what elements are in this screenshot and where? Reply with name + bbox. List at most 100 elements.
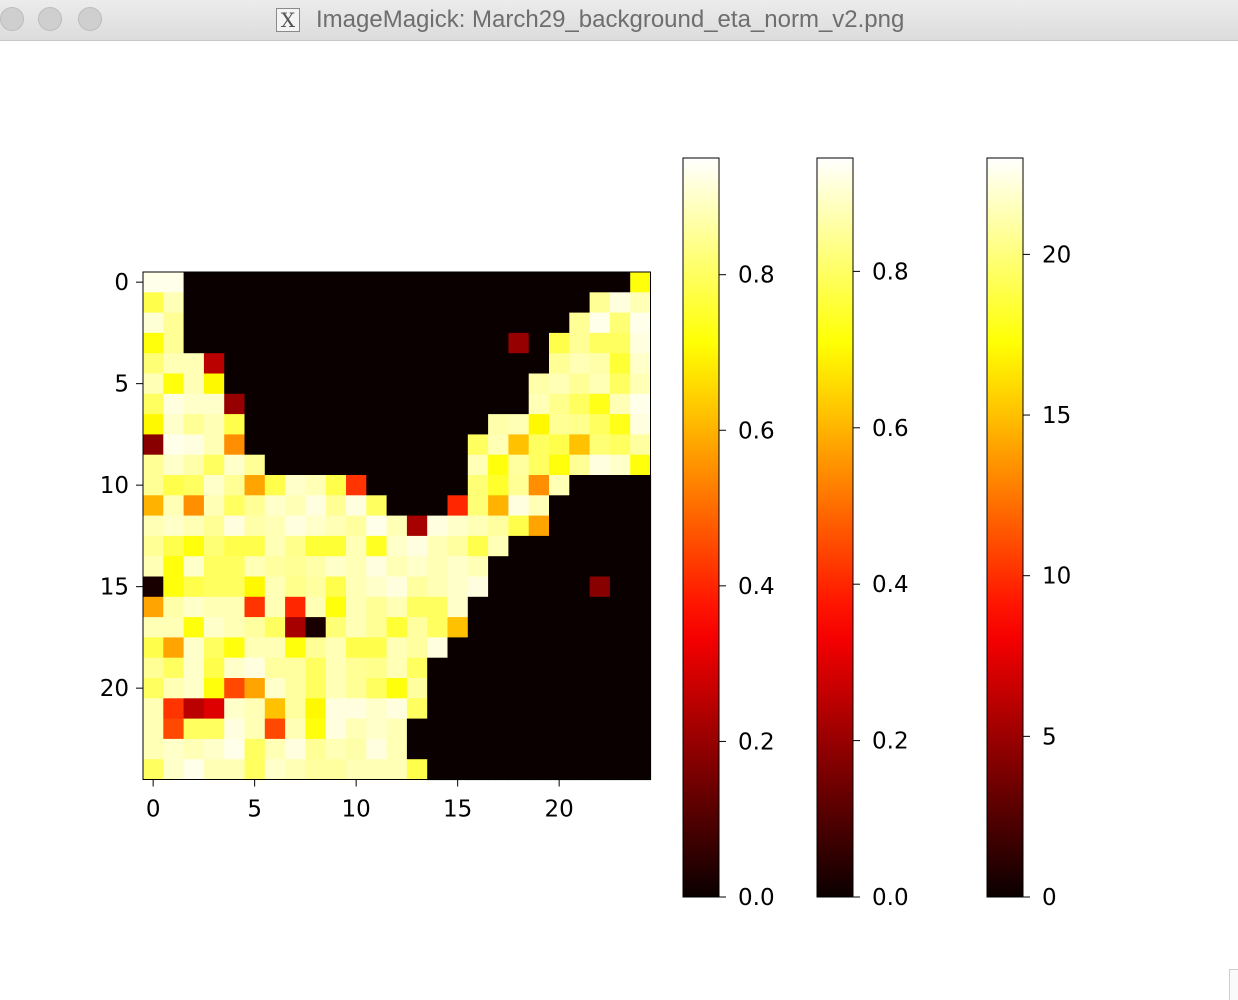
heatmap-cell — [406, 637, 428, 659]
heatmap-cell — [305, 637, 327, 659]
heatmap-cell — [244, 434, 266, 456]
heatmap-cell — [406, 414, 428, 435]
heatmap-cell — [630, 454, 652, 476]
heatmap-cell — [244, 657, 266, 679]
heatmap-cell — [143, 657, 164, 679]
heatmap-cell — [325, 312, 347, 334]
heatmap-cell — [467, 678, 489, 699]
heatmap-cell — [346, 738, 367, 760]
heatmap-cell — [528, 617, 550, 638]
heatmap-cell — [609, 718, 631, 740]
heatmap-cell — [508, 637, 530, 659]
heatmap-cell — [346, 698, 367, 720]
heatmap-cell — [305, 272, 327, 293]
heatmap-cell — [447, 535, 469, 557]
heatmap-cell — [264, 718, 286, 740]
zoom-window-button[interactable] — [78, 7, 102, 31]
heatmap-cell — [528, 272, 550, 293]
heatmap-cell — [203, 738, 225, 760]
heatmap-cell — [163, 718, 185, 740]
heatmap-cell — [305, 454, 327, 476]
heatmap-cell — [589, 292, 611, 314]
heatmap-cell — [224, 617, 246, 638]
heatmap-cell — [224, 373, 246, 395]
heatmap-cell — [569, 454, 591, 476]
heatmap-cell — [630, 434, 652, 456]
heatmap-cell — [528, 556, 550, 578]
heatmap-cell — [366, 373, 388, 395]
heatmap-cell — [549, 617, 570, 638]
heatmap-cell — [589, 454, 611, 476]
colorbar-tick-label: 0.4 — [738, 574, 775, 600]
colorbar — [986, 157, 1024, 898]
heatmap-cell — [488, 535, 509, 557]
heatmap-cell — [569, 393, 591, 415]
heatmap-cell — [203, 353, 225, 375]
heatmap-cell — [569, 292, 591, 314]
heatmap-cell — [346, 678, 367, 699]
colorbar-tick-label: 0 — [1042, 885, 1057, 911]
heatmap-cell — [386, 657, 408, 679]
heatmap-cell — [183, 434, 205, 456]
heatmap-cell — [386, 434, 408, 456]
heatmap-cell — [609, 495, 631, 517]
heatmap-cell — [305, 332, 327, 354]
heatmap-cell — [264, 434, 286, 456]
heatmap-cell — [569, 698, 591, 720]
heatmap-cell — [264, 657, 286, 679]
heatmap-cell — [285, 414, 306, 435]
heatmap-cell — [427, 393, 449, 415]
window-titlebar[interactable]: X ImageMagick: March29_background_eta_no… — [0, 0, 1238, 41]
window-title: ImageMagick: March29_background_eta_norm… — [316, 6, 905, 33]
heatmap-cell — [346, 272, 367, 293]
heatmap-cell — [406, 454, 428, 476]
heatmap-cell — [285, 292, 306, 314]
minimize-window-button[interactable] — [38, 7, 62, 31]
heatmap-cell — [427, 637, 449, 659]
heatmap-cell — [406, 596, 428, 618]
heatmap-cell — [244, 393, 266, 415]
heatmap-cell — [244, 617, 266, 638]
colorbar — [682, 157, 720, 898]
heatmap-cell — [224, 738, 246, 760]
heatmap-cell — [630, 738, 652, 760]
resize-grip[interactable] — [1229, 969, 1238, 1000]
heatmap-cell — [589, 312, 611, 334]
heatmap-cell — [285, 617, 306, 638]
heatmap-cell — [224, 414, 246, 435]
heatmap-cell — [569, 312, 591, 334]
heatmap-cell — [183, 495, 205, 517]
heatmap-cell — [264, 495, 286, 517]
heatmap-cell — [488, 495, 509, 517]
heatmap-cell — [589, 657, 611, 679]
heatmap-cell — [528, 353, 550, 375]
heatmap-cell — [549, 495, 570, 517]
heatmap-cell — [163, 332, 185, 354]
heatmap-cell — [325, 373, 347, 395]
heatmap-cell — [264, 312, 286, 334]
heatmap-cell — [346, 657, 367, 679]
heatmap-cell — [183, 637, 205, 659]
heatmap-cell — [609, 759, 631, 781]
heatmap-cell — [467, 617, 489, 638]
heatmap-cell — [427, 272, 449, 293]
heatmap-cell — [203, 596, 225, 618]
colorbar-tick-label: 0.6 — [738, 418, 775, 444]
heatmap-cell — [488, 738, 509, 760]
heatmap-cell — [630, 617, 652, 638]
heatmap-cell — [366, 475, 388, 496]
heatmap-cell — [224, 515, 246, 537]
heatmap-cell — [406, 373, 428, 395]
heatmap-cell — [143, 556, 164, 578]
heatmap-cell — [346, 393, 367, 415]
heatmap-cell — [163, 678, 185, 699]
heatmap-cell — [305, 373, 327, 395]
heatmap-cell — [244, 698, 266, 720]
heatmap-cell — [285, 353, 306, 375]
heatmap-cell — [305, 515, 327, 537]
heatmap-cell — [488, 272, 509, 293]
heatmap-cell — [224, 353, 246, 375]
heatmap-cell — [386, 617, 408, 638]
close-window-button[interactable] — [0, 7, 24, 31]
heatmap-cell — [325, 515, 347, 537]
